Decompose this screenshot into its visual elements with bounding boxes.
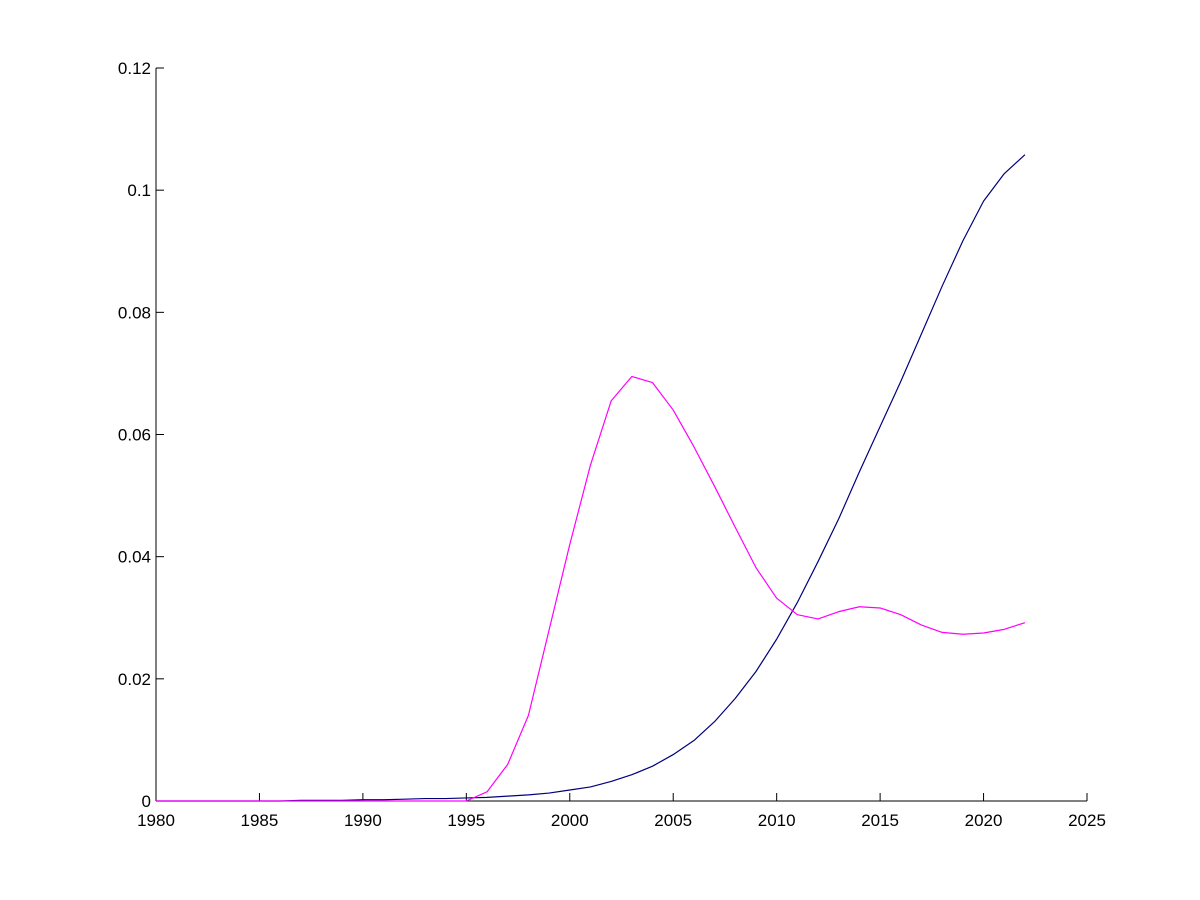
y-tick-label: 0.06 (118, 426, 151, 445)
y-tick-label: 0.08 (118, 303, 151, 322)
x-tick-label: 1985 (241, 811, 279, 830)
x-tick-label: 2015 (861, 811, 899, 830)
series-layer (156, 154, 1026, 802)
x-tick-label: 2025 (1068, 811, 1106, 830)
series-line-1 (156, 154, 1026, 802)
x-tick-label: 1990 (344, 811, 382, 830)
y-tick-label: 0.1 (127, 181, 151, 200)
series-line-2 (156, 375, 1026, 802)
y-tick-label: 0.02 (118, 670, 151, 689)
y-tick-label: 0.12 (118, 59, 151, 78)
x-tick-label: 1980 (137, 811, 175, 830)
x-tick-label: 2010 (758, 811, 796, 830)
x-tick-label: 2000 (551, 811, 589, 830)
x-tick-label: 2005 (654, 811, 692, 830)
y-tick-label: 0.04 (118, 548, 151, 567)
y-tick-label: 0 (142, 792, 151, 811)
axes (155, 68, 1087, 802)
ticks: 1980 1985 1990 1995 2000 2005 2010 2015 2020 2025… (118, 59, 1106, 830)
x-tick-label: 1995 (447, 811, 485, 830)
x-tick-label: 2020 (965, 811, 1003, 830)
